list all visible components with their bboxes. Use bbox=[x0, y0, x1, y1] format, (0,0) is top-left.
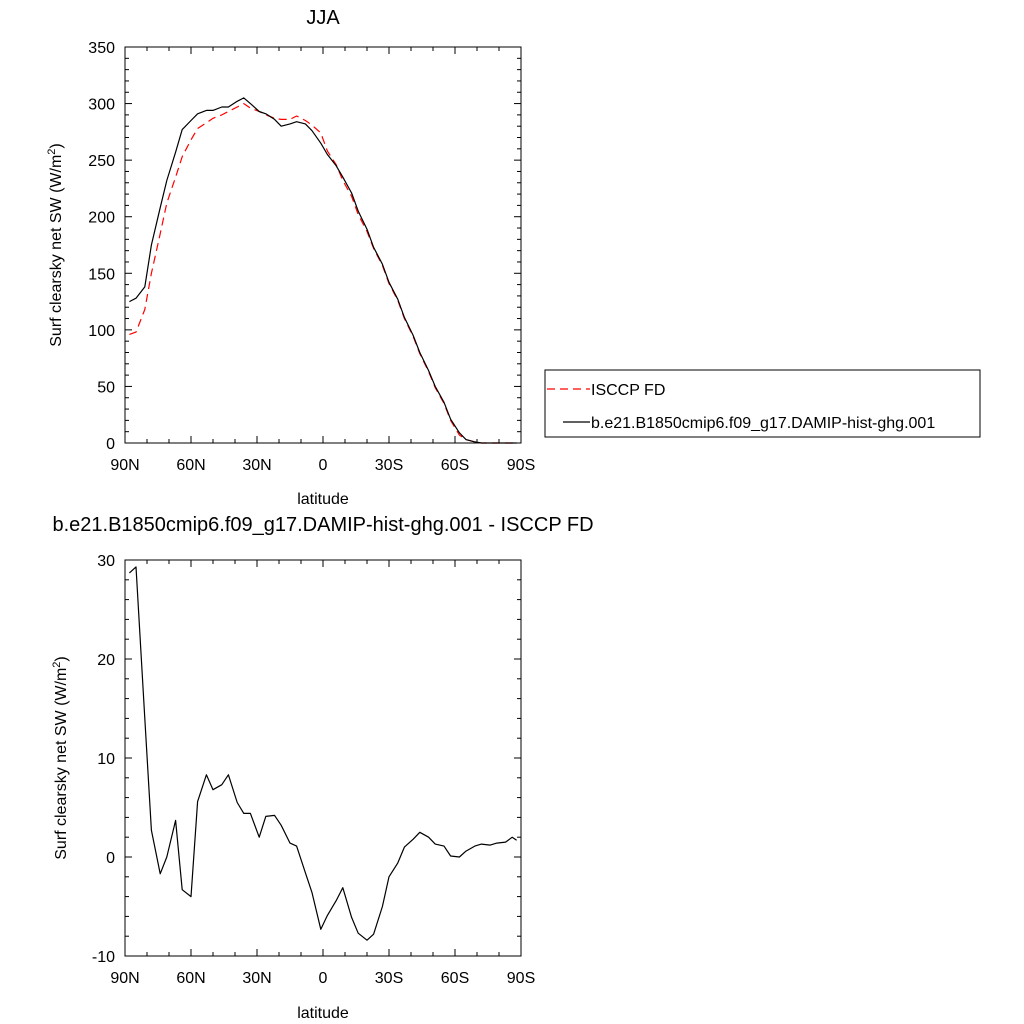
x-tick-label: 0 bbox=[319, 970, 328, 987]
isccp-series-line bbox=[129, 102, 517, 444]
x-tick-label: 90S bbox=[507, 457, 535, 474]
x-tick-labels: 90N 60N 30N 0 30S 60S 90S bbox=[110, 457, 535, 474]
y-axis-label: Surf clearsky net SW (W/m2) bbox=[46, 143, 65, 346]
y-axis-label-text: Surf clearsky net SW (W/m bbox=[53, 668, 70, 860]
y-tick-label: 50 bbox=[97, 379, 115, 396]
x-tick-label: 30N bbox=[242, 457, 271, 474]
x-tick-labels: 90N 60N 30N 0 30S 60S 90S bbox=[110, 970, 535, 987]
x-tick-label: 90N bbox=[110, 970, 139, 987]
chart-title: b.e21.B1850cmip6.f09_g17.DAMIP-hist-ghg.… bbox=[52, 514, 593, 536]
x-tick-label: 60S bbox=[441, 457, 469, 474]
x-tick-label: 60N bbox=[176, 457, 205, 474]
y-axis-label-superscript: 2 bbox=[46, 149, 58, 155]
y-tick-label: 0 bbox=[106, 436, 115, 453]
x-tick-label: 30N bbox=[242, 970, 271, 987]
data-series bbox=[128, 566, 517, 941]
x-tick-label: 30S bbox=[375, 457, 403, 474]
x-tick-label: 90S bbox=[507, 970, 535, 987]
y-axis-label-text: Surf clearsky net SW (W/m bbox=[48, 155, 65, 347]
legend-label-isccp: ISCCP FD bbox=[591, 382, 665, 399]
y-tick-label: -10 bbox=[92, 949, 115, 966]
legend: ISCCP FD b.e21.B1850cmip6.f09_g17.DAMIP-… bbox=[544, 369, 981, 438]
x-axis-label: latitude bbox=[297, 491, 349, 508]
y-tick-label: 30 bbox=[97, 553, 115, 570]
legend-box bbox=[544, 369, 981, 438]
x-tick-label: 90N bbox=[110, 457, 139, 474]
x-tick-label: 30S bbox=[375, 970, 403, 987]
plot-frame bbox=[124, 559, 522, 957]
y-tick-labels: 0 50 100 150 200 250 300 350 bbox=[88, 40, 115, 453]
data-series bbox=[129, 97, 517, 444]
y-axis-label-close: ) bbox=[53, 656, 70, 661]
x-tick-label: 60S bbox=[441, 970, 469, 987]
difference-series-line bbox=[128, 566, 517, 941]
chart-title: JJA bbox=[306, 7, 340, 29]
y-axis-label: Surf clearsky net SW (W/m2) bbox=[51, 656, 70, 859]
tick-marks bbox=[124, 46, 522, 444]
y-axis-label-superscript: 2 bbox=[51, 662, 63, 668]
y-tick-labels: -10 0 10 20 30 bbox=[92, 553, 115, 966]
mean-jja-panel: JJA 90N 60N 30N 0 30S 60S 90S 0 50 100 150 200 250 3… bbox=[46, 7, 981, 508]
plot-frame bbox=[124, 46, 522, 444]
model-series-line bbox=[129, 97, 517, 444]
difference-panel: b.e21.B1850cmip6.f09_g17.DAMIP-hist-ghg.… bbox=[51, 514, 594, 1022]
x-axis-label: latitude bbox=[297, 1005, 349, 1022]
y-tick-label: 350 bbox=[88, 40, 115, 57]
y-axis-label-close: ) bbox=[48, 143, 65, 148]
y-tick-label: 0 bbox=[106, 850, 115, 867]
legend-label-model: b.e21.B1850cmip6.f09_g17.DAMIP-hist-ghg.… bbox=[591, 415, 935, 432]
y-tick-label: 200 bbox=[88, 210, 115, 227]
y-tick-label: 150 bbox=[88, 266, 115, 283]
y-tick-label: 100 bbox=[88, 323, 115, 340]
y-tick-label: 250 bbox=[88, 153, 115, 170]
x-tick-label: 60N bbox=[176, 970, 205, 987]
y-tick-label: 10 bbox=[97, 751, 115, 768]
tick-marks bbox=[124, 559, 522, 957]
x-tick-label: 0 bbox=[319, 457, 328, 474]
y-tick-label: 20 bbox=[97, 652, 115, 669]
y-tick-label: 300 bbox=[88, 97, 115, 114]
